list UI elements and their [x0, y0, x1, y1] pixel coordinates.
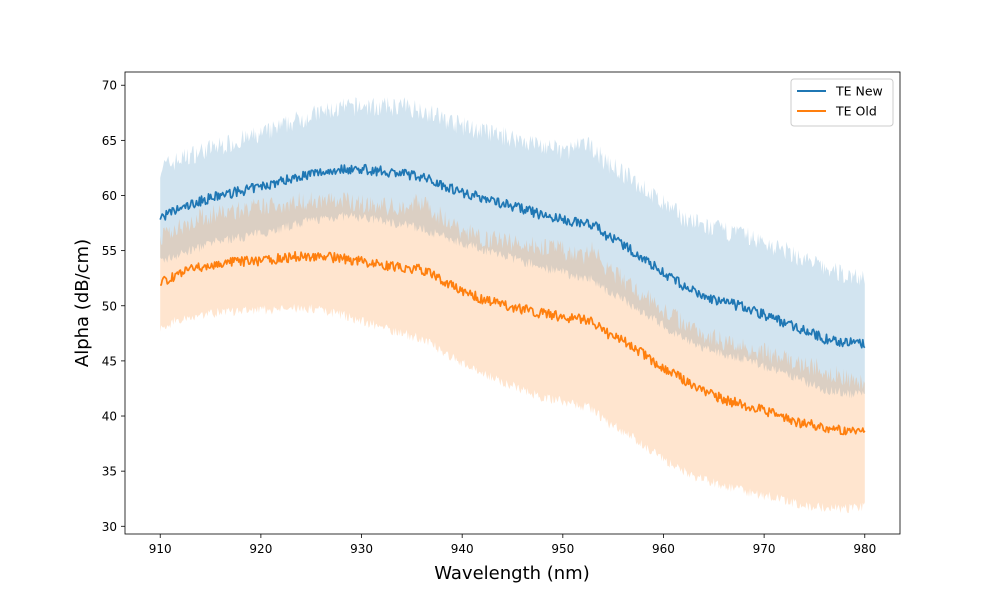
series-line-te-old — [160, 251, 866, 436]
series-line-te-new — [159, 163, 866, 349]
y-tick-label: 50 — [102, 299, 117, 313]
x-tick-label: 920 — [249, 542, 272, 556]
y-tick-label: 55 — [102, 244, 117, 258]
y-tick-label: 70 — [102, 79, 117, 93]
legend: TE New TE Old — [790, 78, 894, 127]
x-tick-label: 960 — [652, 542, 675, 556]
x-tick-label: 910 — [149, 542, 172, 556]
y-tick-label: 65 — [102, 134, 117, 148]
x-tick-label: 930 — [350, 542, 373, 556]
plot-frame — [124, 71, 901, 535]
x-tick-label: 950 — [551, 542, 574, 556]
legend-label-te-old: TE Old — [835, 104, 877, 119]
y-axis-label: Alpha (dB/cm) — [72, 239, 93, 367]
x-axis-ticks: 910 920 930 940 950 960 970 980 — [149, 534, 876, 556]
x-tick-label: 980 — [853, 542, 876, 556]
y-tick-label: 30 — [102, 520, 117, 534]
y-axis-ticks: 30 35 40 45 50 55 60 65 70 — [102, 79, 125, 534]
y-tick-label: 35 — [102, 465, 117, 479]
series-lines — [159, 163, 866, 436]
legend-label-te-new: TE New — [835, 84, 883, 99]
y-tick-label: 40 — [102, 410, 117, 424]
y-tick-label: 60 — [102, 189, 117, 203]
x-tick-label: 970 — [753, 542, 776, 556]
x-axis-label: Wavelength (nm) — [434, 563, 590, 584]
band-te-old — [160, 191, 865, 514]
y-tick-label: 45 — [102, 354, 117, 368]
x-tick-label: 940 — [451, 542, 474, 556]
